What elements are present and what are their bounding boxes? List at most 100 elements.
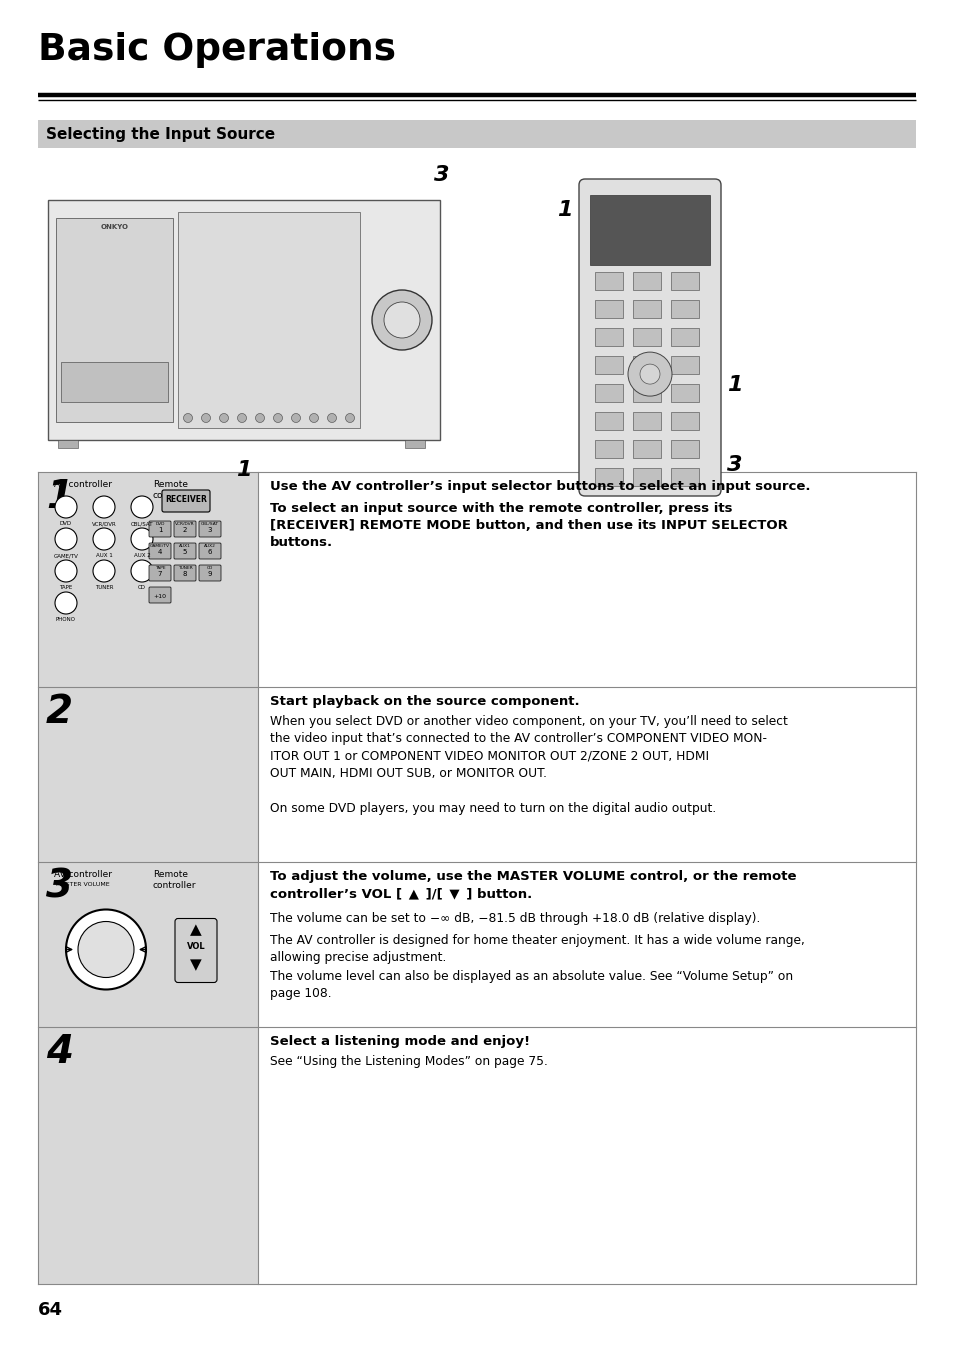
Bar (257, 861, 915, 1027)
Text: AUX1: AUX1 (179, 545, 191, 549)
Text: ▼: ▼ (190, 957, 202, 972)
Text: The volume level can also be displayed as an absolute value. See “Volume Setup” : The volume level can also be displayed a… (270, 971, 792, 1000)
Bar (670, 328, 699, 346)
Text: Start playback on the source component.: Start playback on the source component. (270, 696, 579, 708)
Bar (633, 412, 660, 430)
Text: 3: 3 (726, 456, 741, 474)
Text: CBL/SAT: CBL/SAT (131, 520, 153, 526)
Bar (595, 301, 622, 318)
Bar (633, 468, 660, 487)
Bar (633, 272, 660, 290)
Text: The AV controller is designed for home theater enjoyment. It has a wide volume r: The AV controller is designed for home t… (270, 934, 804, 964)
Text: PHONO: PHONO (56, 617, 76, 621)
Circle shape (55, 528, 77, 550)
Bar (178, 212, 359, 429)
Text: 1: 1 (157, 527, 162, 532)
Text: CBL/SAT: CBL/SAT (201, 522, 219, 526)
Bar (405, 439, 424, 448)
Text: GAME/TV: GAME/TV (150, 545, 170, 549)
Bar (56, 218, 172, 422)
Text: 3: 3 (46, 868, 73, 906)
Circle shape (639, 364, 659, 384)
Text: TAPE: TAPE (154, 566, 165, 570)
FancyBboxPatch shape (173, 543, 195, 559)
Bar (595, 439, 622, 458)
Bar (633, 301, 660, 318)
Bar (670, 356, 699, 373)
Circle shape (327, 414, 336, 422)
Bar (595, 412, 622, 430)
Text: When you select DVD or another video component, on your TV, you’ll need to selec: When you select DVD or another video com… (270, 714, 787, 779)
Bar (670, 272, 699, 290)
Bar (61, 363, 168, 402)
Bar (48, 200, 439, 439)
Text: 1: 1 (557, 200, 573, 220)
Text: MASTER VOLUME: MASTER VOLUME (56, 882, 110, 887)
Text: To adjust the volume, use the MASTER VOLUME control, or the remote
controller’s : To adjust the volume, use the MASTER VOL… (270, 869, 796, 900)
Text: 7: 7 (157, 572, 162, 577)
Bar (595, 356, 622, 373)
Circle shape (309, 414, 318, 422)
Text: 1: 1 (726, 375, 741, 395)
Text: Remote
controller: Remote controller (152, 869, 196, 890)
Circle shape (627, 352, 671, 396)
Bar (257, 472, 915, 687)
Text: Remote
controller: Remote controller (152, 480, 196, 500)
Bar (58, 439, 78, 448)
FancyBboxPatch shape (149, 565, 171, 581)
Bar (670, 439, 699, 458)
Bar (633, 356, 660, 373)
Circle shape (66, 910, 146, 989)
Text: Selecting the Input Source: Selecting the Input Source (46, 127, 274, 142)
FancyBboxPatch shape (199, 565, 221, 581)
FancyBboxPatch shape (173, 565, 195, 581)
Circle shape (237, 414, 246, 422)
Bar (595, 384, 622, 402)
Bar (38, 861, 257, 1027)
Circle shape (131, 496, 152, 518)
Text: 8: 8 (183, 572, 187, 577)
Text: 9: 9 (208, 572, 212, 577)
Bar (38, 120, 915, 148)
Text: ▲: ▲ (190, 922, 202, 937)
Text: VCR/DVR: VCR/DVR (91, 520, 116, 526)
Text: CD: CD (138, 585, 146, 590)
Text: DVD: DVD (155, 522, 165, 526)
FancyBboxPatch shape (578, 179, 720, 496)
Text: VOL: VOL (187, 942, 205, 950)
Bar (38, 472, 257, 687)
Bar (595, 328, 622, 346)
Text: On some DVD players, you may need to turn on the digital audio output.: On some DVD players, you may need to tur… (270, 802, 716, 816)
Bar (633, 439, 660, 458)
Circle shape (292, 414, 300, 422)
Text: VCR/DVR: VCR/DVR (175, 522, 194, 526)
Text: See “Using the Listening Modes” on page 75.: See “Using the Listening Modes” on page … (270, 1055, 547, 1068)
Circle shape (78, 922, 133, 977)
Bar (589, 195, 709, 266)
Text: 3: 3 (208, 527, 212, 532)
FancyBboxPatch shape (149, 586, 171, 603)
Circle shape (183, 414, 193, 422)
FancyBboxPatch shape (173, 520, 195, 537)
Text: 4: 4 (157, 549, 162, 555)
Text: +10: +10 (153, 593, 167, 599)
Text: 5: 5 (183, 549, 187, 555)
Bar (595, 272, 622, 290)
Circle shape (55, 559, 77, 582)
FancyBboxPatch shape (199, 543, 221, 559)
Text: 2: 2 (183, 527, 187, 532)
FancyBboxPatch shape (162, 491, 210, 512)
FancyBboxPatch shape (149, 520, 171, 537)
Circle shape (92, 528, 115, 550)
Bar (38, 687, 257, 861)
Text: AUX2: AUX2 (204, 545, 215, 549)
Bar (633, 328, 660, 346)
Text: Select a listening mode and enjoy!: Select a listening mode and enjoy! (270, 1035, 530, 1047)
Text: 4: 4 (46, 1033, 73, 1072)
Text: Use the AV controller’s input selector buttons to select an input source.: Use the AV controller’s input selector b… (270, 480, 810, 493)
Circle shape (255, 414, 264, 422)
Text: AV controller: AV controller (54, 869, 112, 879)
Text: ONKYO: ONKYO (100, 224, 129, 231)
Text: 6: 6 (208, 549, 212, 555)
FancyBboxPatch shape (149, 543, 171, 559)
